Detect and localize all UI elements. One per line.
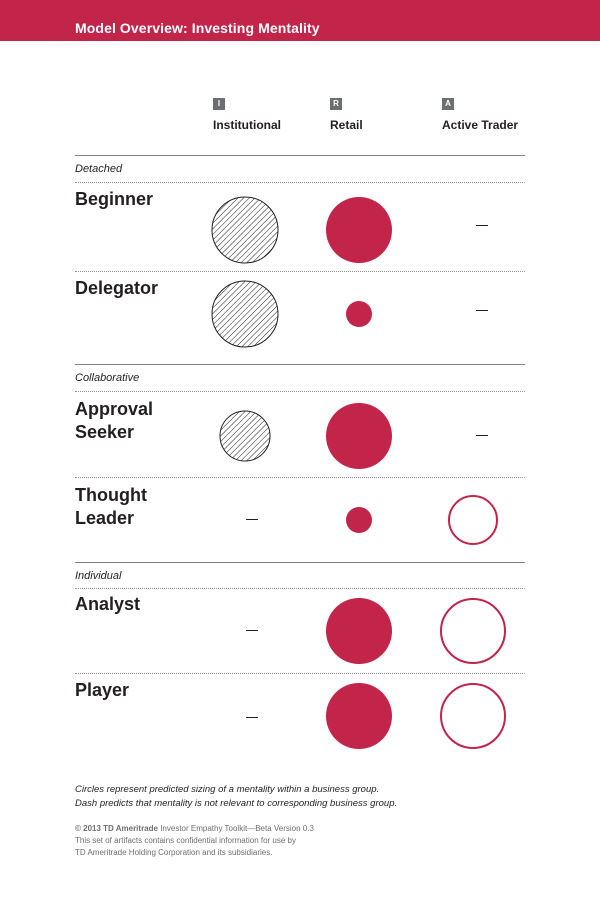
retail-circle-player	[326, 683, 392, 749]
row-label-line: Seeker	[75, 422, 135, 442]
row-label-line: Approval	[75, 399, 154, 419]
column-header-active-trader: A Active Trader	[442, 98, 518, 132]
column-header-institutional: I Institutional	[213, 98, 281, 132]
retail-circle-beginner	[326, 197, 392, 263]
retail-circle-approval-seeker	[326, 403, 392, 469]
footer-line-3: TD Ameritrade Holding Corporation and it…	[75, 848, 273, 857]
column-label: Active Trader	[442, 118, 519, 132]
active-trader-circle-player	[440, 683, 506, 749]
column-letter-badge: R	[330, 98, 342, 110]
row-label-line: Analyst	[75, 594, 141, 614]
column-header-retail: R Retail	[330, 98, 363, 132]
section-label-collaborative: Collaborative	[75, 372, 140, 384]
footer-line-1: © 2013 TD Ameritrade Investor Empathy To…	[75, 823, 314, 835]
column-label: Institutional	[213, 118, 281, 132]
row-label-line: Thought	[75, 485, 147, 505]
row-label-delegator: Delegator	[75, 277, 158, 300]
dash-mark	[476, 310, 488, 311]
page-title: Model Overview: Investing Mentality	[75, 20, 320, 36]
row-label-line: Leader	[75, 508, 135, 528]
dash-mark	[476, 225, 488, 226]
row-label-player: Player	[75, 679, 129, 702]
active-trader-circle-thought-leader	[448, 495, 498, 545]
section-label-individual: Individual	[75, 570, 122, 582]
footer-line-2: This set of artifacts contains confident…	[75, 836, 296, 845]
legend-line-dash: Dash predicts that mentality is not rele…	[75, 798, 398, 809]
row-divider	[75, 391, 525, 392]
retail-circle-thought-leader	[346, 507, 372, 533]
legend-line-circles: Circles represent predicted sizing of a …	[75, 784, 380, 795]
row-divider	[75, 182, 525, 183]
institutional-circle-delegator	[211, 280, 279, 348]
dash-mark	[246, 717, 258, 718]
copyright: © 2013 TD Ameritrade	[75, 824, 158, 833]
section-divider	[75, 364, 525, 365]
row-label-line: Player	[75, 680, 130, 700]
footer: © 2013 TD Ameritrade Investor Empathy To…	[75, 823, 314, 859]
row-divider	[75, 271, 525, 272]
header-bar: Model Overview: Investing Mentality	[0, 0, 600, 41]
section-divider	[75, 155, 525, 156]
toolkit-version: Investor Empathy Toolkit—Beta Version 0.…	[157, 824, 314, 833]
retail-circle-delegator	[346, 301, 372, 327]
institutional-circle-beginner	[211, 196, 279, 264]
row-label-line: Beginner	[75, 189, 154, 209]
dash-mark	[246, 630, 258, 631]
row-divider	[75, 588, 525, 589]
row-label-analyst: Analyst	[75, 593, 140, 616]
legend-note: Circles represent predicted sizing of a …	[75, 783, 397, 811]
section-divider	[75, 562, 525, 563]
active-trader-circle-analyst	[440, 598, 506, 664]
column-letter-badge: I	[213, 98, 225, 110]
row-label-beginner: Beginner	[75, 188, 153, 211]
institutional-circle-approval-seeker	[219, 410, 271, 462]
dash-mark	[476, 435, 488, 436]
row-divider	[75, 673, 525, 674]
row-label-line: Delegator	[75, 278, 159, 298]
row-divider	[75, 477, 525, 478]
row-label-thought-leader: Thought Leader	[75, 484, 147, 530]
row-label-approval-seeker: Approval Seeker	[75, 398, 153, 444]
column-label: Retail	[330, 118, 363, 132]
column-letter-badge: A	[442, 98, 454, 110]
retail-circle-analyst	[326, 598, 392, 664]
dash-mark	[246, 519, 258, 520]
section-label-detached: Detached	[75, 163, 123, 175]
